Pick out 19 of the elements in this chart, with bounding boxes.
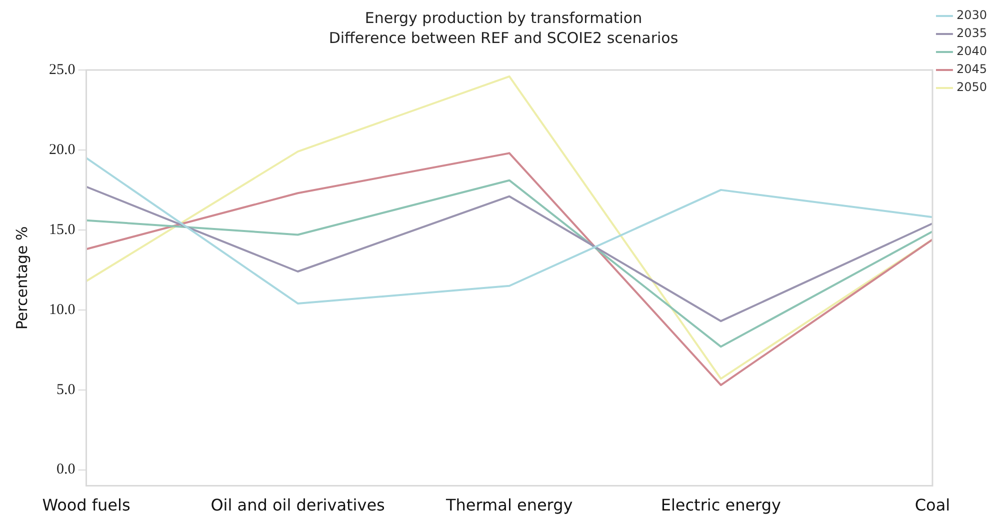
x-tick-label: Thermal energy <box>444 496 573 515</box>
legend-label: 2030 <box>956 8 988 22</box>
legend-label: 2045 <box>956 62 988 76</box>
y-tick-label: 15.0 <box>49 222 76 238</box>
y-tick-label: 25.0 <box>49 62 76 78</box>
legend-label: 2050 <box>956 80 988 94</box>
x-tick-label: Wood fuels <box>42 496 130 515</box>
chart-title: Energy production by transformation <box>364 8 642 27</box>
x-tick-label: Coal <box>914 496 950 515</box>
legend-label: 2040 <box>956 44 988 58</box>
y-tick-label: 5.0 <box>56 382 76 398</box>
y-tick-label: 0.0 <box>56 462 76 478</box>
y-tick-label: 10.0 <box>49 302 76 318</box>
chart-subtitle: Difference between REF and SCOIE2 scenarios <box>328 28 678 47</box>
y-axis-title: Percentage % <box>12 226 31 330</box>
legend-label: 2035 <box>956 26 988 40</box>
x-tick-label: Electric energy <box>660 496 781 515</box>
x-tick-label: Oil and oil derivatives <box>210 496 385 515</box>
y-tick-label: 20.0 <box>49 142 76 158</box>
